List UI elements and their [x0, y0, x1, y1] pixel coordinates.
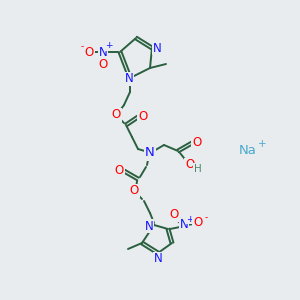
Text: N: N: [180, 218, 188, 232]
Text: O: O: [138, 110, 148, 124]
Text: N: N: [153, 41, 161, 55]
Text: N: N: [124, 73, 134, 85]
Text: O: O: [84, 46, 94, 59]
Text: O: O: [194, 217, 202, 230]
Text: +: +: [258, 139, 266, 149]
Text: O: O: [111, 109, 121, 122]
Text: N: N: [99, 46, 107, 59]
Text: Na: Na: [239, 143, 257, 157]
Text: O: O: [192, 136, 202, 149]
Text: +: +: [186, 214, 194, 224]
Text: N: N: [145, 146, 155, 160]
Text: O: O: [114, 164, 124, 178]
Text: -: -: [204, 214, 208, 223]
Text: N: N: [145, 220, 153, 232]
Text: O: O: [98, 58, 108, 71]
Text: O: O: [129, 184, 139, 197]
Text: O: O: [169, 208, 178, 221]
Text: H: H: [194, 164, 202, 174]
Text: N: N: [154, 253, 162, 266]
Text: O: O: [185, 158, 195, 172]
Text: -: -: [80, 43, 84, 52]
Text: +: +: [105, 41, 113, 50]
